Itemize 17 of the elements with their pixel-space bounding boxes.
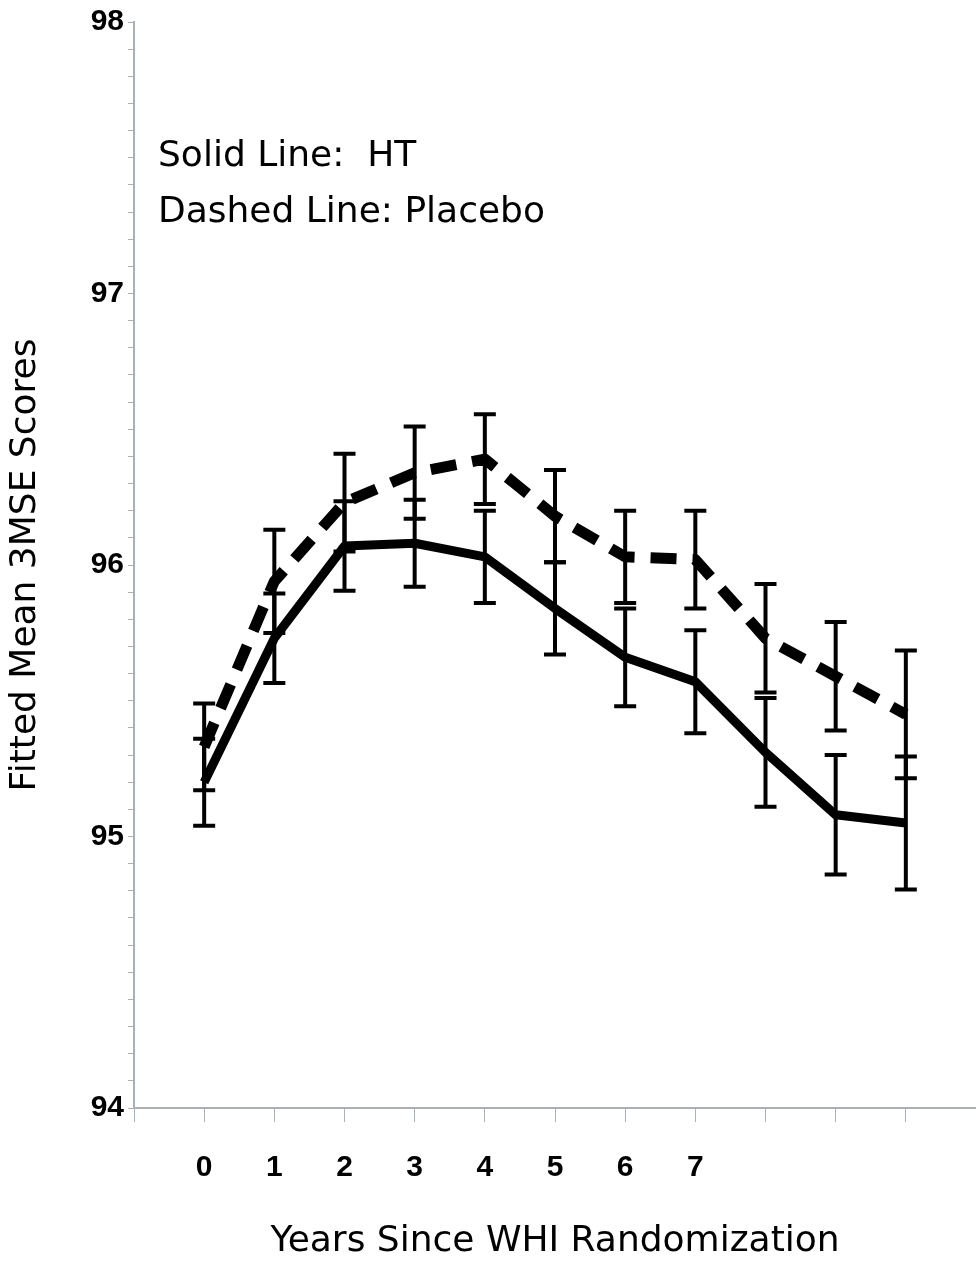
- y-tick-label: 97: [90, 274, 124, 308]
- x-tick-label: 1: [265, 1149, 283, 1183]
- y-axis-title: Fitted Mean 3MSE Scores: [1, 338, 43, 792]
- y-tick-label: 95: [90, 817, 124, 851]
- y-tick-label: 96: [90, 546, 124, 580]
- x-tick-label: 4: [476, 1149, 494, 1183]
- x-tick-label: 5: [546, 1149, 564, 1183]
- annotation: Solid Line: HT: [158, 133, 418, 175]
- x-tick-label: 3: [406, 1149, 424, 1183]
- x-tick-label: 6: [616, 1149, 634, 1183]
- annotation: Dashed Line: Placebo: [158, 189, 545, 231]
- x-tick-label: 2: [336, 1149, 353, 1183]
- x-tick-label: 0: [195, 1149, 213, 1183]
- y-tick-label: 94: [90, 1089, 125, 1123]
- x-axis-title: Years Since WHI Randomization: [269, 1217, 840, 1259]
- y-tick-label: 98: [90, 3, 124, 37]
- x-tick-label: 7: [686, 1149, 704, 1183]
